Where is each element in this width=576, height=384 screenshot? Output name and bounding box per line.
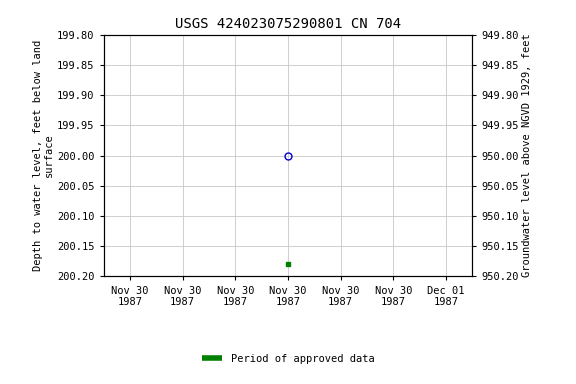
Y-axis label: Groundwater level above NGVD 1929, feet: Groundwater level above NGVD 1929, feet — [522, 34, 532, 277]
Legend: Period of approved data: Period of approved data — [198, 350, 378, 368]
Y-axis label: Depth to water level, feet below land
surface: Depth to water level, feet below land su… — [33, 40, 54, 271]
Title: USGS 424023075290801 CN 704: USGS 424023075290801 CN 704 — [175, 17, 401, 31]
